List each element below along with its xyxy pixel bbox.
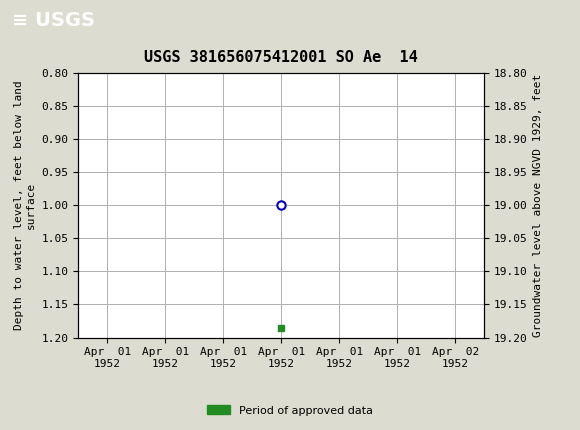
- Y-axis label: Groundwater level above NGVD 1929, feet: Groundwater level above NGVD 1929, feet: [534, 74, 543, 337]
- Legend: Period of approved data: Period of approved data: [203, 401, 377, 420]
- Y-axis label: Depth to water level, feet below land
surface: Depth to water level, feet below land su…: [14, 80, 36, 330]
- Text: ≡ USGS: ≡ USGS: [12, 11, 95, 30]
- Title: USGS 381656075412001 SO Ae  14: USGS 381656075412001 SO Ae 14: [144, 50, 418, 65]
